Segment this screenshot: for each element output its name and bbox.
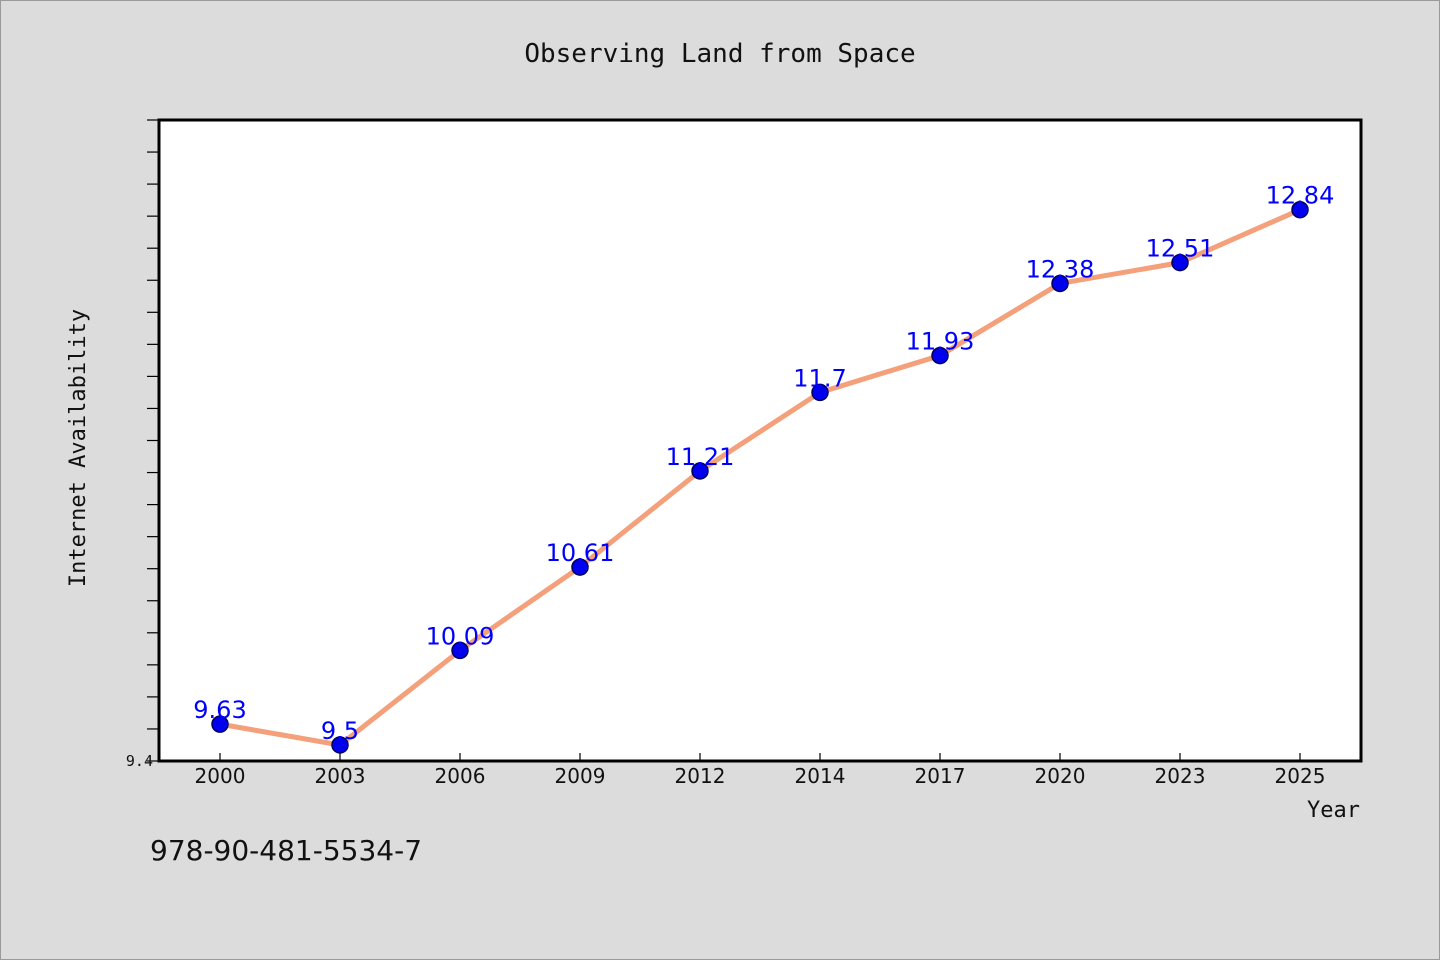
series-layer: 9.63 9.5 10.09 10.61 11.21 11.7 11.93 12.38 12.5…	[193, 182, 1335, 754]
x-tick-label: 2009	[555, 764, 606, 788]
y-axis-ticks: 9.4	[126, 119, 159, 770]
data-point	[211, 715, 229, 733]
data-point	[571, 558, 589, 576]
data-point	[1051, 274, 1069, 293]
data-point	[691, 462, 709, 480]
x-tick-label: 2017	[915, 764, 966, 788]
plot-area	[157, 118, 1363, 763]
x-tick-label: 2000	[195, 764, 246, 788]
data-point	[451, 641, 469, 660]
x-tick-label: 2025	[1275, 764, 1326, 788]
data-point	[1171, 253, 1189, 272]
y-tick-label: 9.4	[126, 752, 153, 770]
data-label: 9.63	[193, 696, 246, 724]
data-label: 9.5	[321, 717, 359, 745]
data-label: 10.61	[546, 539, 615, 567]
x-axis-ticks: 2000 2003 2006 2009 2012 2014 2017 2020 2023 2025	[195, 753, 1326, 788]
y-axis-label: Internet Availability	[66, 309, 91, 587]
x-tick-label: 2006	[435, 764, 486, 788]
x-tick-label: 2020	[1035, 764, 1086, 788]
data-point	[811, 383, 829, 402]
data-label: 12.38	[1026, 255, 1095, 283]
data-point	[331, 736, 349, 754]
chart-title: Observing Land from Space	[524, 39, 915, 69]
data-label: 11.7	[793, 364, 846, 392]
x-tick-label: 2012	[675, 764, 726, 788]
data-label: 11.21	[666, 443, 735, 471]
data-label: 12.84	[1266, 182, 1335, 210]
footer-code: 978-90-481-5534-7	[150, 834, 423, 867]
x-tick-label: 2003	[315, 764, 366, 788]
data-point	[931, 346, 949, 365]
x-axis-label: Year	[1307, 798, 1360, 823]
data-label: 11.93	[906, 328, 975, 356]
data-label: 12.51	[1146, 235, 1215, 263]
data-label: 10.09	[426, 622, 495, 650]
x-tick-label: 2023	[1155, 764, 1206, 788]
series-line	[219, 207, 1302, 748]
x-tick-label: 2014	[795, 764, 846, 788]
data-point	[1291, 200, 1309, 219]
